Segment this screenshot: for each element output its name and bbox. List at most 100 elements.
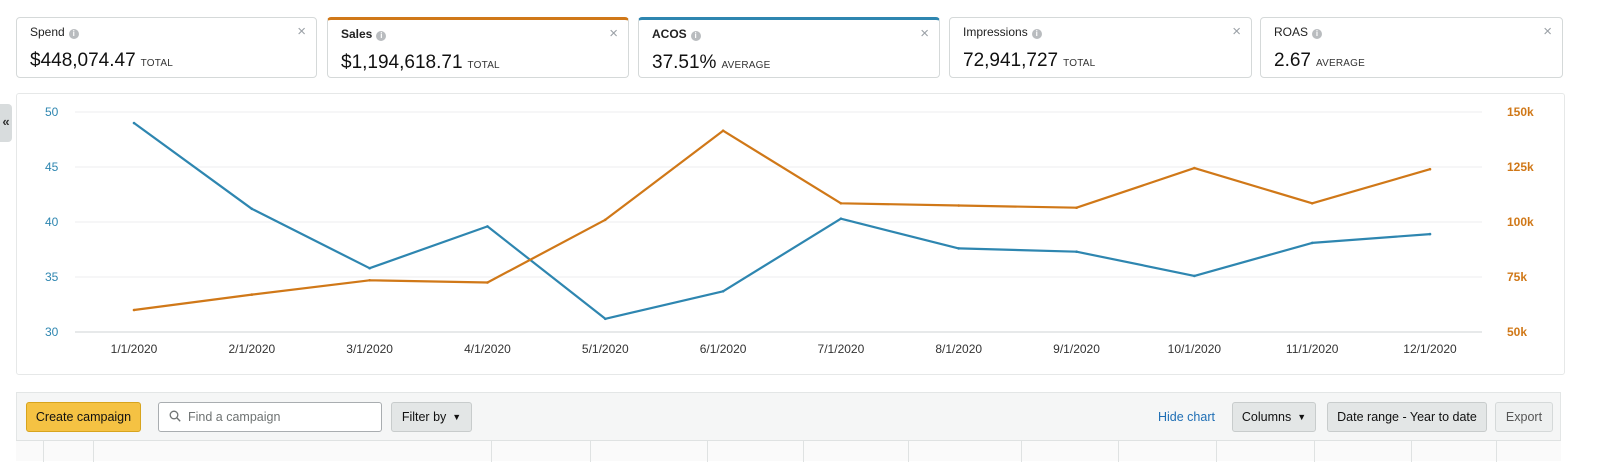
info-icon[interactable]: i	[1031, 29, 1042, 39]
data-point-acos	[250, 207, 254, 211]
table-column-divider	[803, 441, 804, 462]
close-icon[interactable]: ×	[920, 25, 929, 42]
metric-label-acos: ACOS	[652, 27, 687, 41]
data-point-acos	[839, 217, 843, 220]
data-point-sales	[1310, 202, 1314, 205]
metric-name: Sales i	[341, 27, 387, 41]
metric-amount: 37.51%	[652, 52, 717, 73]
table-column-divider	[1496, 441, 1497, 462]
data-point-sales	[1428, 167, 1432, 171]
metric-value-roas: 2.67 AVERAGE	[1274, 50, 1365, 72]
metric-label-impressions: Impressions	[963, 25, 1028, 39]
export-button[interactable]: Export	[1495, 402, 1553, 432]
series-line-sales	[133, 129, 1431, 312]
metric-amount: $1,194,618.71	[341, 52, 463, 73]
filter-by-label: Filter by	[401, 410, 447, 424]
close-icon[interactable]: ×	[297, 23, 306, 40]
create-campaign-button[interactable]: Create campaign	[26, 402, 141, 432]
right-axis-tick-label: 100k	[1507, 215, 1534, 229]
date-range-button[interactable]: Date range - Year to date	[1327, 402, 1487, 432]
metric-value-spend: $448,074.47 TOTAL	[30, 50, 173, 72]
filter-by-button[interactable]: Filter by ▼	[391, 402, 472, 432]
metric-kind: AVERAGE	[721, 60, 771, 71]
table-column-divider	[1021, 441, 1022, 462]
search-input[interactable]	[188, 408, 373, 426]
table-column-divider	[93, 441, 94, 462]
left-axis-tick-label: 50	[45, 105, 59, 119]
chevron-down-icon: ▼	[1297, 412, 1307, 422]
info-icon[interactable]: i	[68, 29, 79, 39]
info-icon[interactable]: i	[376, 31, 387, 41]
data-point-acos	[1075, 250, 1078, 253]
chevron-down-icon: ▼	[452, 412, 462, 422]
metric-amount: 2.67	[1274, 50, 1311, 71]
data-point-sales	[1193, 166, 1196, 170]
data-point-sales	[603, 218, 607, 222]
table-column-divider	[1411, 441, 1412, 462]
collapse-chevron-icon[interactable]: «	[0, 104, 12, 142]
table-column-divider	[1216, 441, 1217, 462]
data-point-sales	[132, 308, 136, 312]
table-column-divider	[1314, 441, 1315, 462]
x-axis-tick-label: 2/1/2020	[228, 342, 275, 356]
metric-card-spend[interactable]: Spend i × $448,074.47 TOTAL	[16, 17, 317, 78]
table-column-divider	[1118, 441, 1119, 462]
data-point-sales	[1075, 206, 1078, 209]
chart-panel: 50 150k 45 125k 40 100k 35 75k 30 50k 1/1/2020 2/1/…	[16, 93, 1565, 375]
table-column-divider	[43, 441, 44, 462]
metric-name: Impressions i	[963, 25, 1042, 39]
info-icon[interactable]: i	[1312, 29, 1323, 39]
close-icon[interactable]: ×	[1543, 23, 1552, 40]
series-line-acos	[133, 122, 1431, 320]
data-point-acos	[368, 266, 371, 270]
metric-value-sales: $1,194,618.71 TOTAL	[341, 52, 500, 74]
right-axis-tick-label: 125k	[1507, 160, 1534, 174]
close-icon[interactable]: ×	[1232, 23, 1241, 40]
right-axis-tick-label: 50k	[1507, 325, 1527, 339]
data-point-sales	[839, 202, 843, 205]
left-axis-tick-label: 45	[45, 160, 59, 174]
x-axis-tick-label: 11/1/2020	[1286, 342, 1339, 356]
data-point-acos	[1193, 274, 1196, 278]
metric-cards: Spend i × $448,074.47 TOTAL Sales i × $1,19…	[16, 17, 1594, 78]
data-point-sales	[957, 204, 961, 207]
metric-amount: $448,074.47	[30, 50, 136, 71]
data-point-acos	[1310, 241, 1314, 245]
data-point-sales	[486, 281, 489, 284]
x-axis-tick-label: 5/1/2020	[582, 342, 629, 356]
x-axis-tick-label: 9/1/2020	[1053, 342, 1100, 356]
x-axis-tick-label: 7/1/2020	[818, 342, 865, 356]
left-axis-tick-label: 40	[45, 215, 59, 229]
left-axis-tick-label: 35	[45, 270, 59, 284]
campaign-toolbar: Create campaign Filter by ▼ Hide chart Co…	[16, 392, 1561, 461]
data-point-sales	[250, 293, 254, 296]
metric-card-roas[interactable]: ROAS i × 2.67 AVERAGE	[1260, 17, 1563, 78]
metric-value-impressions: 72,941,727 TOTAL	[963, 50, 1095, 72]
metric-card-impressions[interactable]: Impressions i × 72,941,727 TOTAL	[949, 17, 1252, 78]
metric-label-roas: ROAS	[1274, 25, 1309, 39]
data-point-acos	[603, 317, 607, 321]
metric-kind: AVERAGE	[1315, 58, 1365, 69]
x-axis-tick-label: 12/1/2020	[1403, 342, 1457, 356]
metric-name: ACOS i	[652, 27, 701, 41]
columns-button[interactable]: Columns ▼	[1232, 402, 1316, 432]
table-column-divider	[707, 441, 708, 462]
x-axis-tick-label: 6/1/2020	[700, 342, 747, 356]
search-box	[158, 402, 382, 432]
left-axis-tick-label: 30	[45, 325, 59, 339]
metric-kind: TOTAL	[140, 58, 173, 69]
metric-label-spend: Spend	[30, 25, 65, 39]
data-point-acos	[486, 225, 489, 228]
table-column-divider	[491, 441, 492, 462]
data-point-acos	[721, 290, 725, 293]
info-icon[interactable]: i	[690, 31, 701, 41]
metric-amount: 72,941,727	[963, 50, 1059, 71]
close-icon[interactable]: ×	[609, 25, 618, 42]
metric-label-sales: Sales	[341, 27, 373, 41]
right-axis-tick-label: 150k	[1507, 105, 1534, 119]
metric-name: Spend i	[30, 25, 79, 39]
metric-card-sales[interactable]: Sales i × $1,194,618.71 TOTAL	[327, 17, 629, 78]
x-axis-tick-label: 8/1/2020	[935, 342, 982, 356]
metric-card-acos[interactable]: ACOS i × 37.51% AVERAGE	[638, 17, 940, 78]
hide-chart-link[interactable]: Hide chart	[1158, 410, 1215, 424]
